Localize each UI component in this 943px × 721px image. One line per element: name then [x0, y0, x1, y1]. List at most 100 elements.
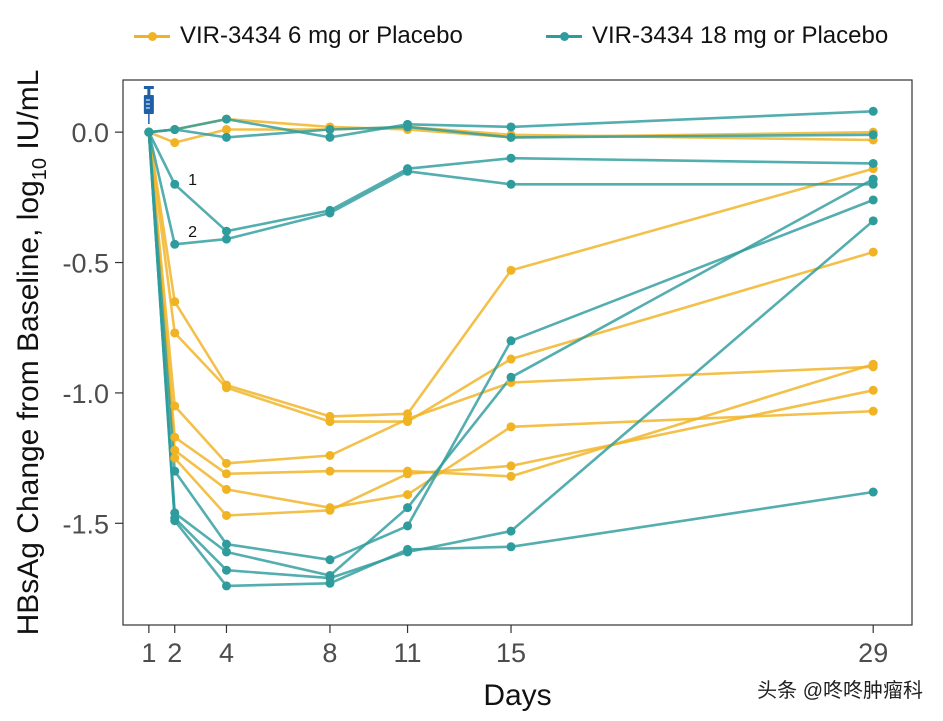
y-tick-label: 0.0 [71, 118, 109, 148]
data-point [506, 122, 516, 132]
data-point [506, 422, 516, 432]
annotation-label: 1 [188, 172, 197, 189]
data-point [868, 158, 878, 168]
data-point [868, 195, 878, 205]
data-point [506, 471, 516, 481]
data-point [403, 166, 413, 176]
watermark: 头条 @咚咚肿瘤科 [757, 680, 923, 702]
data-point [170, 138, 180, 148]
data-point [325, 466, 335, 476]
data-point [868, 174, 878, 184]
data-point [403, 521, 413, 531]
y-axis-title-subscript: 10 [29, 158, 51, 180]
y-axis-title-unit: IU/mL [12, 70, 45, 158]
data-point [221, 565, 231, 575]
data-point [221, 132, 231, 142]
data-point [170, 239, 180, 249]
legend-label-6mg: VIR-3434 6 mg or Placebo [180, 22, 463, 49]
data-point [170, 125, 180, 135]
legend-swatch-6mg [134, 31, 170, 41]
x-tick-label: 4 [219, 638, 234, 668]
legend-label-18mg: VIR-3434 18 mg or Placebo [592, 22, 889, 49]
data-point [325, 208, 335, 218]
data-point [868, 406, 878, 416]
x-tick-label: 1 [141, 638, 156, 668]
data-point [221, 469, 231, 479]
data-point [170, 445, 180, 455]
x-tick-label: 2 [167, 638, 182, 668]
x-axis-title: Days [483, 679, 551, 712]
data-point [221, 510, 231, 520]
data-point [403, 469, 413, 479]
series-layer: 12 [144, 106, 878, 591]
data-point [170, 297, 180, 307]
data-point [325, 417, 335, 427]
data-point [221, 458, 231, 468]
axes: 1 2 4 8 11 15 290.0-0.5-1.0-1.5 [62, 118, 888, 668]
y-axis-title: HBsAg Change from Baseline, log10 IU/mL [12, 70, 51, 636]
data-point [506, 526, 516, 536]
data-point [403, 544, 413, 554]
data-point [325, 578, 335, 588]
data-point [506, 179, 516, 189]
data-point [221, 484, 231, 494]
data-point [221, 383, 231, 393]
legend: VIR-3434 6 mg or Placebo VIR-3434 18 mg … [0, 22, 943, 52]
x-tick-label: 15 [496, 638, 526, 668]
x-tick-label: 29 [858, 638, 888, 668]
legend-swatch-18mg [546, 31, 582, 41]
data-point [506, 354, 516, 364]
data-point [506, 132, 516, 142]
y-tick-label: -0.5 [62, 249, 109, 279]
data-point [221, 581, 231, 591]
data-point [506, 265, 516, 275]
data-point [170, 453, 180, 463]
data-point [325, 125, 335, 135]
data-point [221, 226, 231, 236]
data-point [868, 385, 878, 395]
data-point [170, 516, 180, 526]
data-point [506, 461, 516, 471]
syringe-icon [143, 86, 154, 124]
data-point [221, 539, 231, 549]
plot-frame [122, 79, 913, 626]
data-point [170, 401, 180, 411]
data-point [144, 127, 154, 137]
data-point [221, 125, 231, 135]
data-point [506, 372, 516, 382]
syringe-rod [147, 89, 151, 95]
data-point [170, 432, 180, 442]
data-point [170, 328, 180, 338]
data-point [868, 247, 878, 257]
y-tick-label: -1.0 [62, 379, 109, 409]
plot-area [122, 79, 913, 626]
data-point [325, 451, 335, 461]
data-point [868, 106, 878, 116]
data-point [868, 216, 878, 226]
data-point [325, 555, 335, 565]
syringe-plunger [143, 86, 154, 89]
data-point [170, 179, 180, 189]
data-point [506, 153, 516, 163]
annotation-label: 2 [188, 224, 197, 241]
data-point [868, 130, 878, 140]
y-axis-title-main: HBsAg Change from Baseline, log [12, 180, 45, 635]
data-point [868, 487, 878, 497]
data-point [325, 132, 335, 142]
data-point [506, 336, 516, 346]
x-tick-label: 8 [322, 638, 337, 668]
data-point [170, 466, 180, 476]
data-point [868, 359, 878, 369]
data-point [403, 122, 413, 132]
data-point [221, 114, 231, 124]
data-point [325, 505, 335, 515]
series-line-group0-7 [147, 132, 874, 517]
y-tick-label: -1.5 [62, 509, 109, 539]
data-point [403, 414, 413, 424]
data-point [403, 503, 413, 513]
data-point [403, 490, 413, 500]
data-point [506, 542, 516, 552]
legend-item-6mg: VIR-3434 6 mg or Placebo [134, 22, 463, 50]
data-point [221, 234, 231, 244]
